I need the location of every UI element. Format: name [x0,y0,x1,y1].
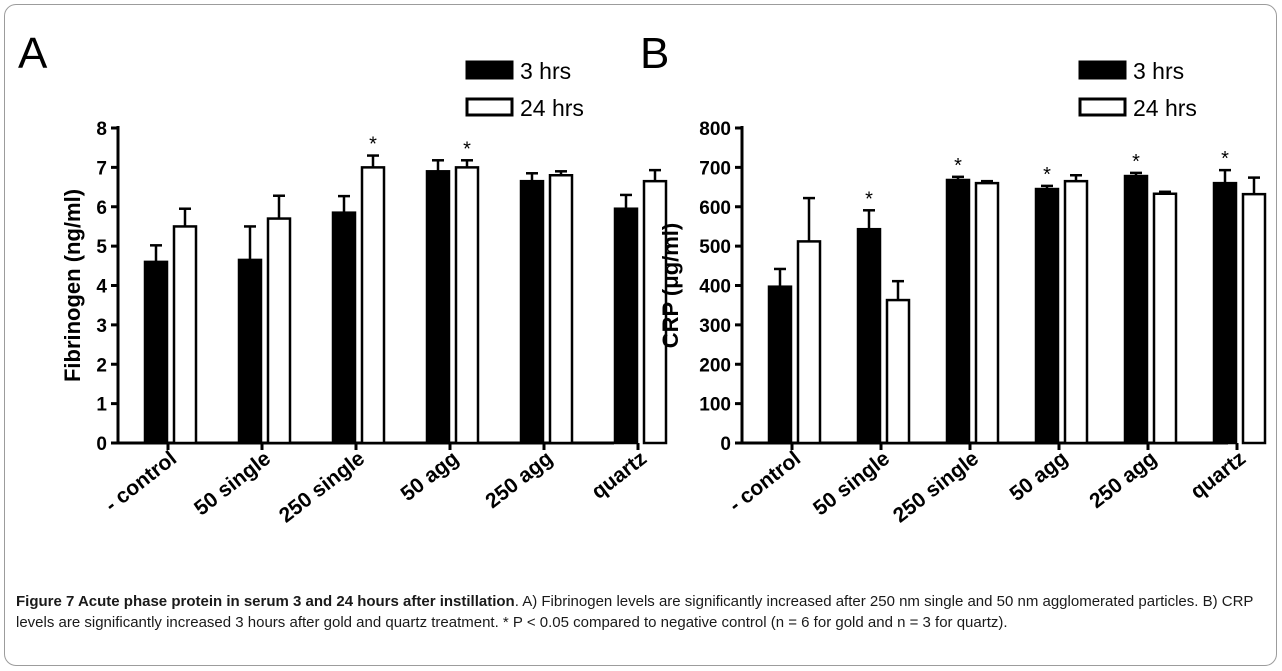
bar [885,298,911,445]
bar [1034,187,1060,445]
x-tick-label: quartz [1186,447,1250,504]
y-tick-label: 2 [96,355,107,376]
legend-swatch [1078,97,1127,117]
y-axis-title: CRP (μg/ml) [658,223,683,349]
y-tick-label: 3 [96,316,107,337]
x-tick-label: - control [725,447,805,517]
y-tick-label: 8 [96,119,107,140]
y-tick-label: 7 [96,158,107,179]
bar [767,285,793,445]
y-tick-label: 400 [699,277,731,298]
bar [519,179,545,445]
significance-marker: * [1043,164,1051,186]
chart-panel-a: A 3 hrs 24 hrs Fibrinogen (ng/ml) 0 1 2 3 4 5 6 7 8 -… [18,29,668,528]
bar [172,225,198,445]
significance-marker: * [954,155,962,177]
legend-label: 3 hrs [520,58,571,84]
y-tick-label: 1 [96,395,107,416]
x-tick-label: 50 single [190,447,275,520]
y-tick-label: 800 [699,119,731,140]
bar [1152,192,1178,445]
bar [796,240,822,445]
significance-marker: * [1221,148,1229,170]
bar [613,207,639,445]
bar [1212,181,1238,445]
bar [642,179,668,445]
y-tick-label: 0 [720,434,731,455]
bar [945,178,971,445]
caption-body: . A) Fibrinogen levels are significantly… [16,593,1254,631]
bar [1063,179,1089,445]
legend-label: 3 hrs [1133,58,1184,84]
x-tick-label: - control [101,447,181,517]
bar [1123,174,1149,445]
legend-label: 24 hrs [520,95,584,121]
legend-swatch [465,97,514,117]
y-tick-label: 100 [699,395,731,416]
bar [454,166,480,445]
bar [548,174,574,445]
bar [237,258,263,445]
x-tick-label: 250 single [889,447,983,528]
legend-label: 24 hrs [1133,95,1197,121]
x-tick-label: 50 agg [1005,447,1072,506]
y-tick-label: 5 [96,237,107,258]
figure-charts: A 3 hrs 24 hrs Fibrinogen (ng/ml) 0 1 2 3 4 5 6 7 8 -… [18,29,1267,528]
y-tick-label: 200 [699,355,731,376]
x-tick-label: 250 agg [481,447,557,513]
y-tick-label: 300 [699,316,731,337]
y-tick-label: 6 [96,198,107,219]
chart-panel-b: B 3 hrs 24 hrs CRP (μg/ml) 0 100 200 300 400 500 6… [640,29,1267,528]
significance-marker: * [463,138,471,160]
bar [425,170,451,445]
significance-marker: * [1132,151,1140,173]
y-tick-label: 4 [96,277,107,298]
bar [266,217,292,445]
bar [360,166,386,445]
bar [143,260,169,445]
x-tick-label: 50 agg [396,447,463,506]
panel-label: B [640,29,669,78]
y-tick-label: 700 [699,158,731,179]
caption-title: Figure 7 Acute phase protein in serum 3 … [16,593,515,610]
bar [856,227,882,445]
y-tick-label: 500 [699,237,731,258]
bar [974,181,1000,445]
significance-marker: * [865,188,873,210]
panel-label: A [18,29,48,78]
legend-swatch [465,60,514,80]
x-tick-label: quartz [587,447,651,504]
figure-caption: Figure 7 Acute phase protein in serum 3 … [16,591,1268,633]
x-tick-label: 250 agg [1085,447,1161,513]
y-axis-title: Fibrinogen (ng/ml) [60,189,85,382]
y-tick-label: 0 [96,434,107,455]
significance-marker: * [369,134,377,156]
x-tick-label: 50 single [809,447,894,520]
bar [331,211,357,445]
legend-swatch [1078,60,1127,80]
x-tick-label: 250 single [275,447,369,528]
y-tick-label: 600 [699,198,731,219]
bar [1241,192,1267,445]
